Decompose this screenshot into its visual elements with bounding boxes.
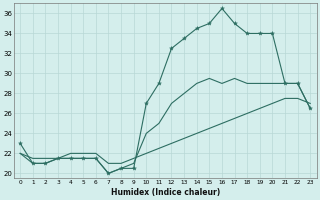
X-axis label: Humidex (Indice chaleur): Humidex (Indice chaleur) [111,188,220,197]
